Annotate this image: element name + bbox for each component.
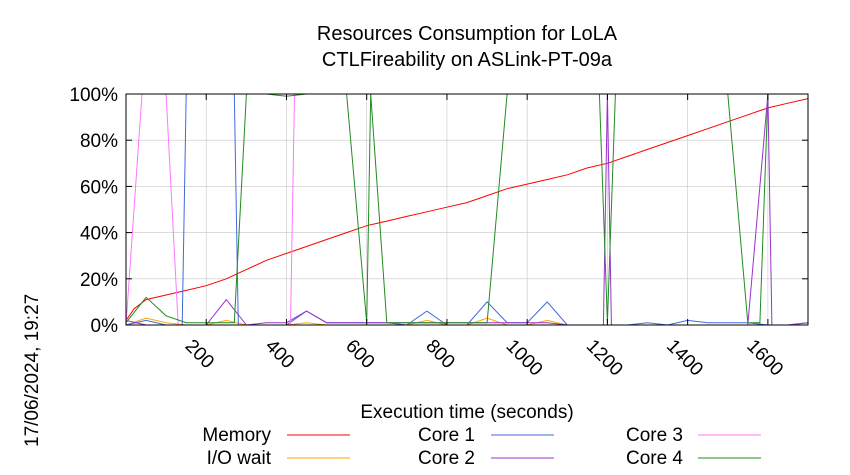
series-line-i-o-wait [125,317,808,326]
chart-subtitle: CTLFireability on ASLink-PT-09a [322,49,613,71]
legend-label-core-1: Core 1 [418,425,475,446]
series-line-core-4 [125,93,808,324]
x-axis-ticks: 200 400 600 800 1000 1200 1400 1600 [181,94,787,380]
x-tick-label: 200 [181,336,218,373]
y-axis-ticks: 0% 20% 40% 60% 80% 100% [69,85,808,337]
plot-frame [125,93,809,326]
y-tick-label: 60% [80,177,118,198]
legend-label-i-o-wait: I/O wait [207,448,272,469]
grid-lines [126,93,808,326]
y-tick-label: 0% [91,316,119,337]
x-tick-label: 1200 [582,336,627,381]
y-tick-label: 80% [80,131,118,152]
x-tick-label: 600 [341,336,378,373]
x-tick-label: 1400 [662,336,707,381]
series-line-core-3 [125,93,808,326]
x-tick-label: 1600 [742,336,787,381]
legend-label-core-4: Core 4 [626,448,683,469]
x-tick-label: 800 [421,336,458,373]
series-line-core-2 [125,93,809,326]
series-line-memory [125,98,809,321]
legend-label-memory: Memory [202,425,271,446]
x-tick-label: 400 [261,336,298,373]
chart-title: Resources Consumption for LoLA [317,23,618,45]
legend-label-core-2: Core 2 [418,448,475,469]
timestamp-label: 17/06/2024, 19:27 [22,294,43,447]
y-tick-label: 100% [69,85,118,106]
series-line-core-1 [125,93,809,326]
x-axis-label: Execution time (seconds) [360,402,573,423]
legend-label-core-3: Core 3 [626,425,683,446]
y-tick-label: 40% [80,224,118,245]
y-tick-label: 20% [80,270,118,291]
x-tick-label: 1000 [502,336,547,381]
series-lines [125,93,809,326]
